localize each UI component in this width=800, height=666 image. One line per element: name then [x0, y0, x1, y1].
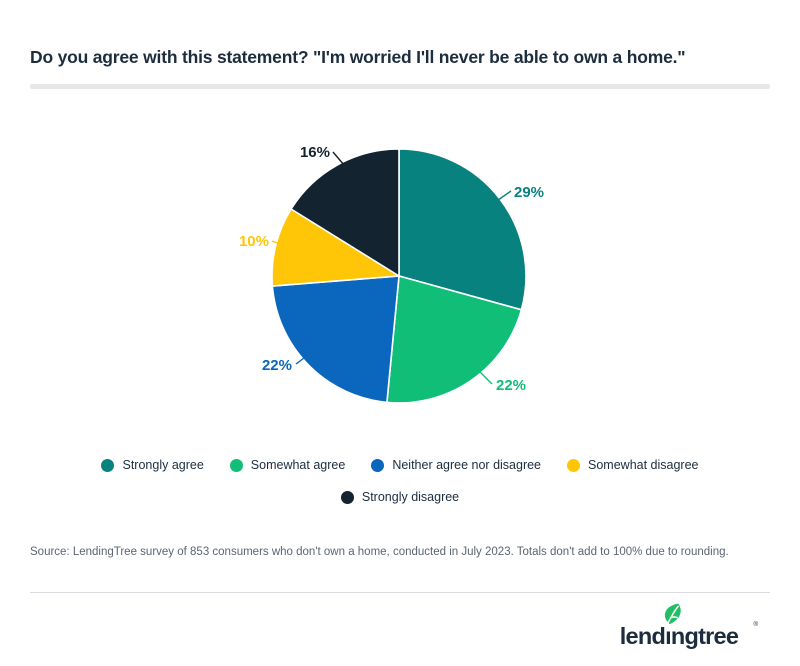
- legend-item-neither: Neither agree nor disagree: [371, 458, 541, 472]
- chart-legend: Strongly agree Somewhat agree Neither ag…: [0, 458, 800, 504]
- legend-row-2: Strongly disagree: [0, 490, 800, 504]
- legend-item-strongly-disagree: Strongly disagree: [340, 490, 460, 504]
- legend-row-1: Strongly agree Somewhat agree Neither ag…: [0, 458, 800, 472]
- pie-slice-somewhat-agree: [386, 275, 523, 404]
- pie-slice-somewhat-disagree: [271, 208, 400, 287]
- pie-label-leader: [295, 351, 327, 367]
- legend-item-somewhat-disagree: Somewhat disagree: [567, 458, 699, 472]
- page-title: Do you agree with this statement? "I'm w…: [30, 47, 686, 67]
- legend-label: Strongly agree: [122, 458, 204, 472]
- source-note: Source: LendingTree survey of 853 consum…: [30, 546, 729, 558]
- registered-mark: ®: [753, 620, 758, 628]
- pie-slice-value-label: 22%: [496, 377, 526, 394]
- pie-slice-value-label: 16%: [300, 144, 330, 161]
- legend-item-strongly-agree: Strongly agree: [101, 458, 204, 472]
- pie-label-leader: [271, 240, 289, 248]
- logo-wordmark: lendıngtree: [620, 623, 739, 649]
- pie-chart: 29% 22% 22% 10% 16%: [239, 144, 544, 404]
- legend-label: Neither agree nor disagree: [392, 458, 542, 472]
- pie-slice-neither-agree-nor-disagree: [271, 275, 400, 404]
- legend-label: Somewhat disagree: [588, 458, 699, 472]
- pie-label-leader: [461, 369, 493, 385]
- pie-slice-value-label: 10%: [239, 233, 269, 250]
- pie-slice-value-label: 29%: [514, 184, 544, 201]
- legend-dot-neither-icon: [371, 458, 385, 472]
- lendingtree-logo: lendıngtree ®: [620, 603, 758, 649]
- pie-slice-value-label: 22%: [262, 357, 292, 374]
- legend-dot-strongly-disagree-icon: [340, 490, 354, 504]
- title-divider: [30, 84, 770, 89]
- legend-label: Strongly disagree: [361, 490, 460, 504]
- pie-label-leader: [332, 151, 345, 166]
- legend-dot-somewhat-agree-icon: [229, 458, 243, 472]
- leaf-vein-icon: [667, 605, 679, 625]
- pie-label-leader: [493, 190, 512, 204]
- legend-item-somewhat-agree: Somewhat agree: [229, 458, 346, 472]
- footer-divider: [30, 592, 770, 593]
- legend-label: Somewhat agree: [250, 458, 346, 472]
- legend-dot-somewhat-disagree-icon: [567, 458, 581, 472]
- legend-dot-strongly-agree-icon: [101, 458, 115, 472]
- pie-slice-strongly-disagree: [290, 148, 400, 277]
